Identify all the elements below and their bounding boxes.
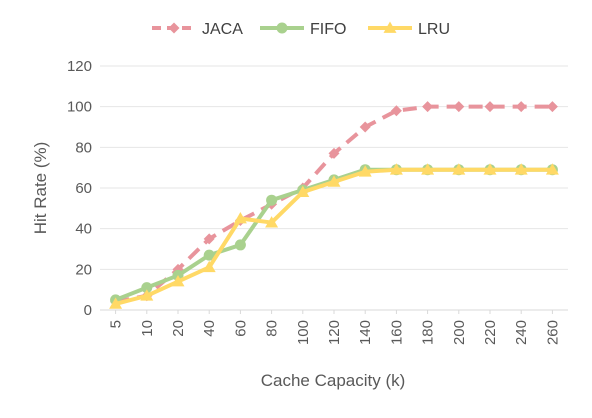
lru-point [140,289,154,301]
fifo-point [234,239,246,251]
lru-point [327,175,341,187]
legend-item-fifo: FIFO [260,21,346,38]
y-tick-label: 80 [75,139,92,156]
lru-point [389,163,403,175]
lru-point [296,185,310,197]
x-tick-label: 120 [326,320,343,345]
jaca-point [546,101,558,113]
jaca-point [359,121,371,133]
lru-point [233,212,247,224]
legend-label: FIFO [310,21,346,38]
y-tick-label: 60 [75,180,92,197]
y-axis-ticks: 0 20 40 60 80 100 120 [67,58,92,319]
x-tick-label: 140 [357,320,374,345]
legend-label: LRU [418,21,450,38]
fifo-point [266,194,278,206]
x-tick-label: 260 [544,320,561,345]
legend-marker [276,22,288,34]
jaca-point [390,105,402,117]
x-axis-title: Cache Capacity (k) [261,371,406,390]
lru-point [483,163,497,175]
legend-item-jaca: JACA [152,21,243,38]
x-tick-label: 220 [482,320,499,345]
gridlines [100,65,568,311]
y-axis-title: Hit Rate (%) [31,142,50,235]
legend-item-lru: LRU [368,21,450,38]
x-tick-label: 240 [513,320,530,345]
lru-point [109,297,123,309]
x-tick-label: 60 [232,320,249,337]
lru-point [545,163,559,175]
lru-point [514,163,528,175]
lru-point [171,275,185,287]
x-tick-label: 80 [264,320,281,337]
jaca-point [515,101,527,113]
legend-label: JACA [202,21,243,38]
fifo-point [203,249,215,261]
x-tick-label: 5 [108,320,125,328]
lru-point [202,260,216,273]
x-tick-label: 20 [170,320,187,337]
x-tick-label: 160 [388,320,405,345]
jaca-point [484,101,496,113]
x-axis: 5 10 20 40 60 80 100 120 140 160 180 200 220 240 260 [108,310,561,345]
y-tick-label: 0 [84,302,92,319]
x-tick-label: 200 [451,320,468,345]
jaca-point [453,101,465,113]
series-group [109,101,559,309]
x-tick-label: 100 [295,320,312,345]
lru-point [421,163,435,175]
jaca-point [203,233,215,245]
x-tick-label: 10 [139,320,156,337]
lru-point [358,165,372,177]
jaca-point [422,101,434,113]
legend-marker [383,21,397,33]
lru-point [452,163,466,175]
y-tick-label: 100 [67,99,92,116]
legend: JACA FIFO LRU [152,21,450,38]
x-tick-label: 40 [201,320,218,337]
lru-point [265,216,279,228]
legend-marker [168,22,180,34]
series-lru [109,163,559,309]
jaca-point [328,147,340,159]
x-tick-label: 180 [420,320,437,345]
y-tick-label: 20 [75,261,92,278]
y-tick-label: 120 [67,58,92,75]
y-tick-label: 40 [75,221,92,238]
fifo-point [141,282,153,294]
